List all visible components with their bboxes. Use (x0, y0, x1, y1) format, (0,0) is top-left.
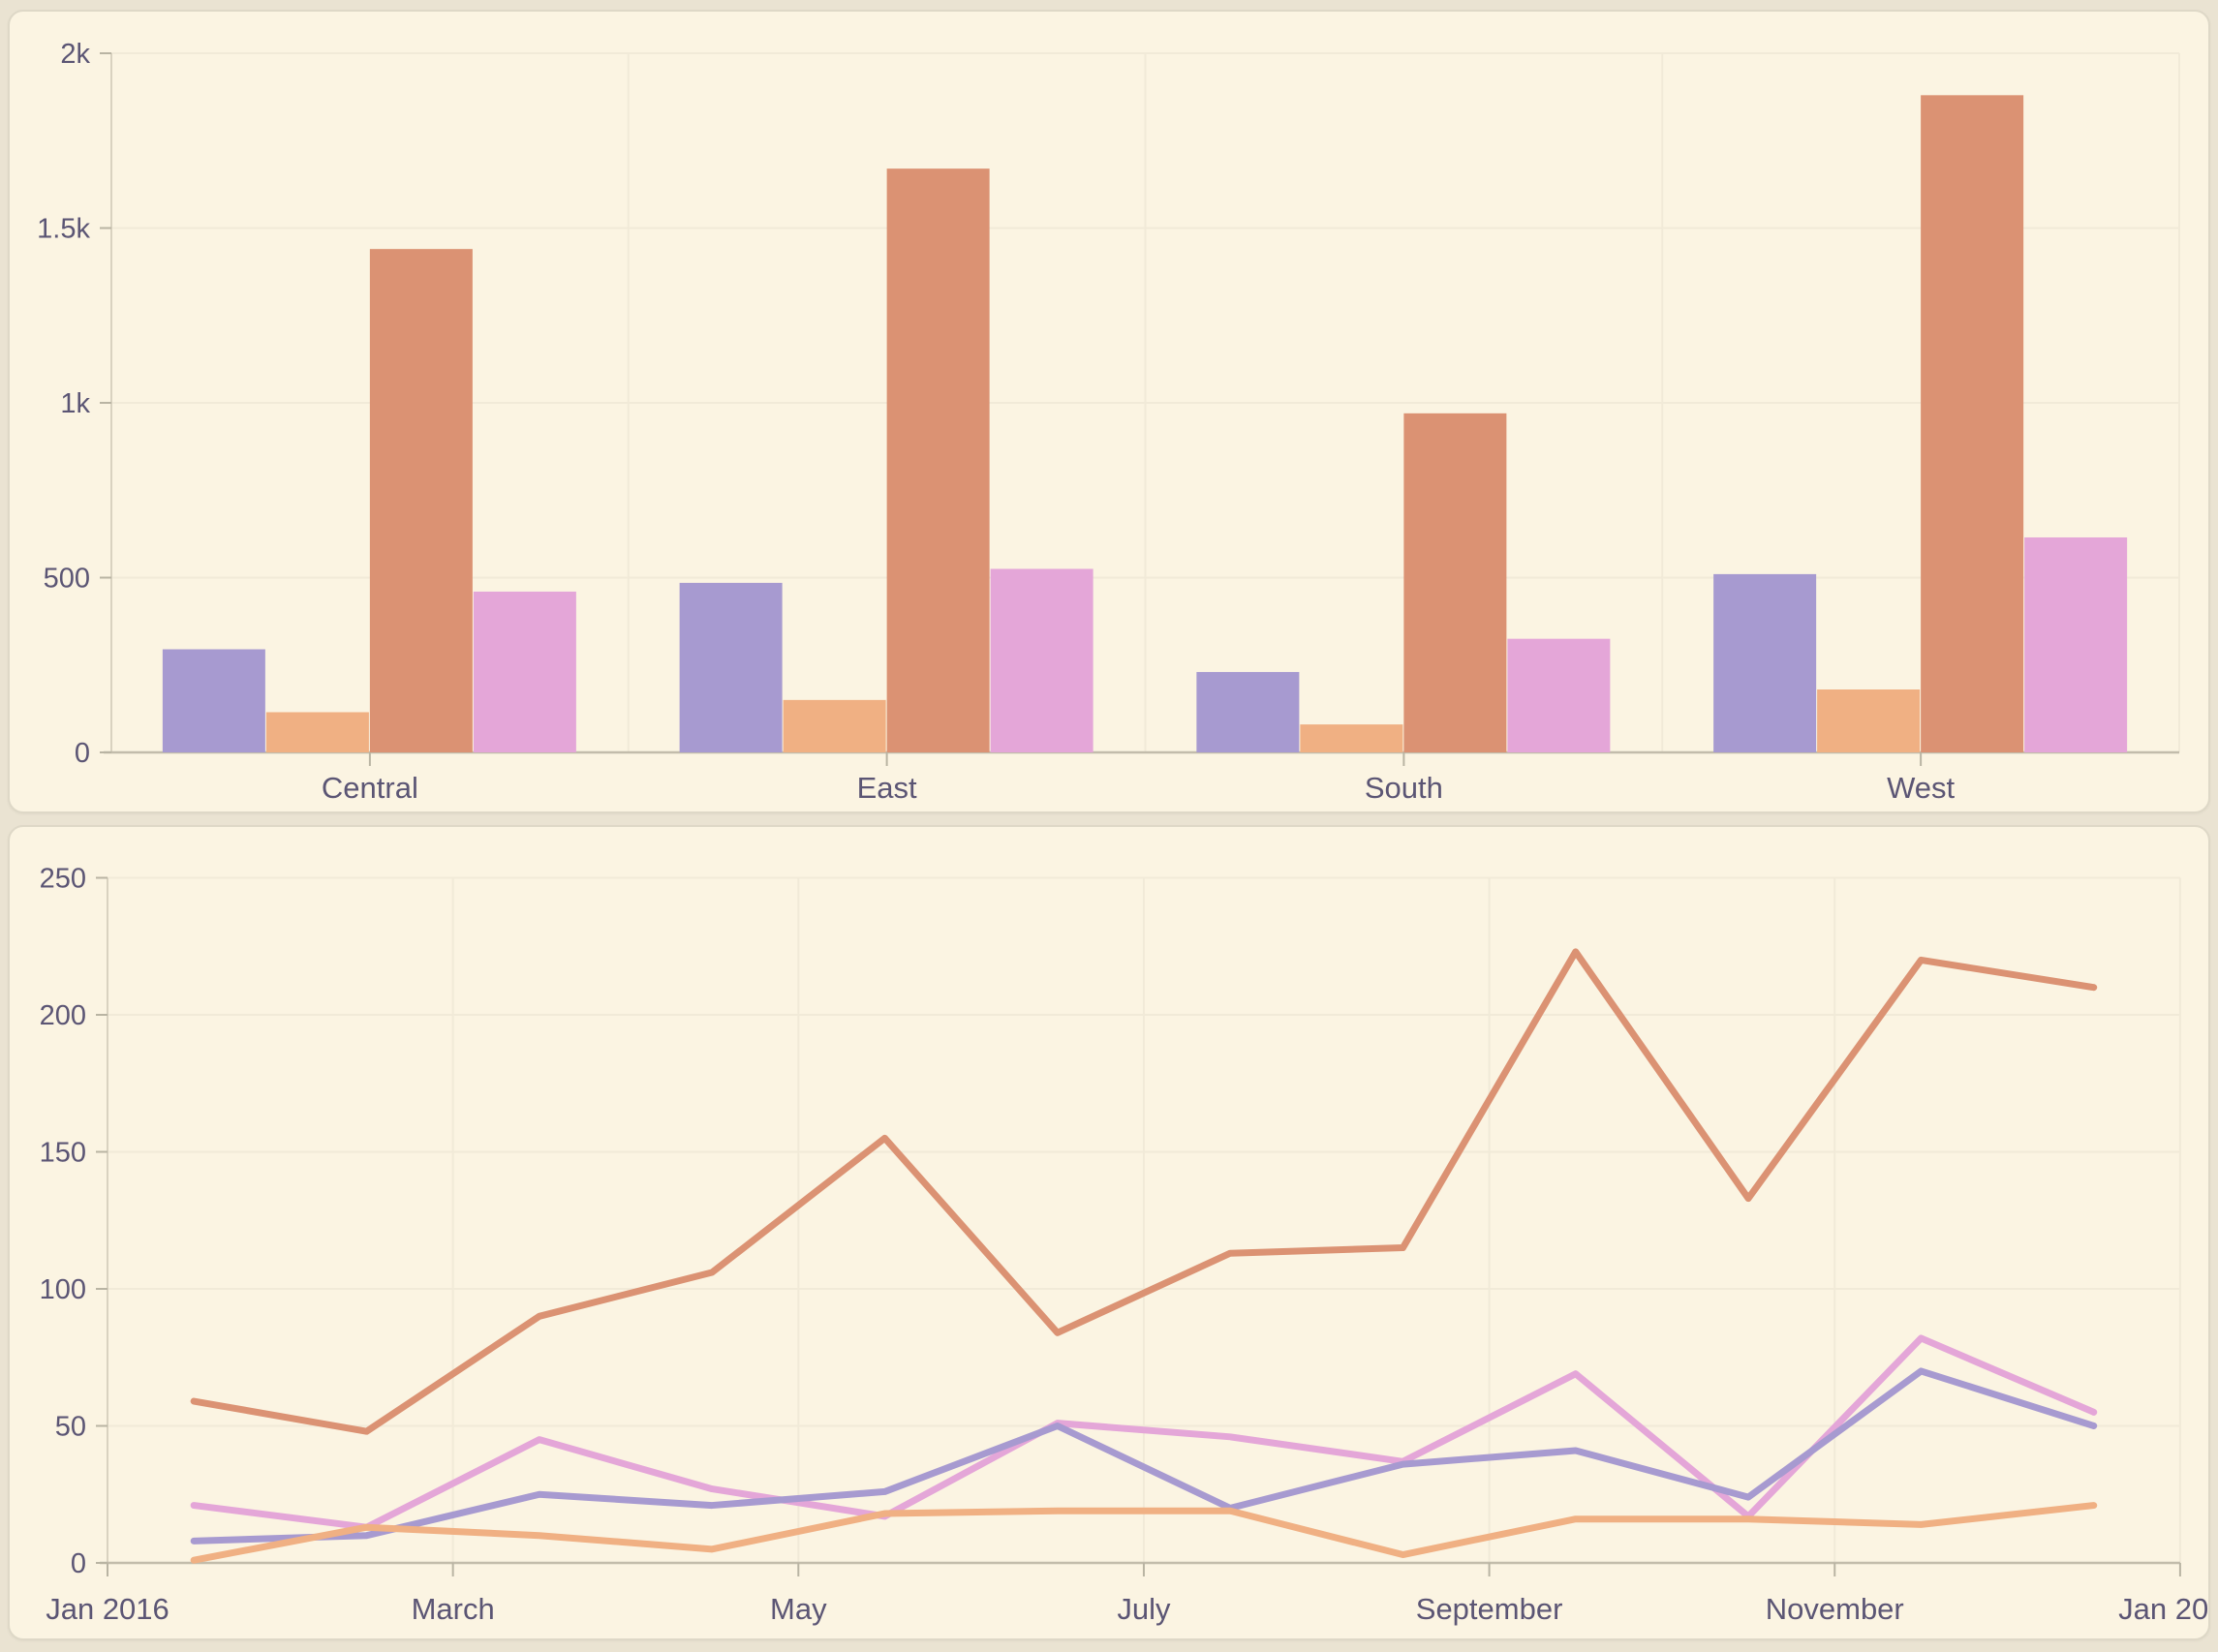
y-axis-tick-label: 250 (40, 864, 86, 895)
x-axis-tick-label: May (770, 1592, 827, 1626)
bar-pink-south[interactable] (1507, 638, 1611, 752)
x-axis-tick-label: Jan 2016 (46, 1592, 169, 1626)
bar-salmon-central[interactable] (369, 249, 473, 752)
bar-salmon-south[interactable] (1403, 413, 1507, 752)
y-axis-tick-label: 2k (60, 39, 90, 70)
line-chart[interactable]: 0 50 100 150 200 250 Jan 2016 March May July Septe… (10, 827, 2208, 1638)
x-axis-tick-label: September (1416, 1592, 1563, 1626)
y-axis-tick-label: 150 (40, 1138, 86, 1169)
bar-purple-central[interactable] (162, 649, 265, 752)
bar-purple-south[interactable] (1196, 671, 1300, 752)
x-axis-tick-label: July (1117, 1592, 1171, 1626)
y-axis-tick-label: 0 (71, 1548, 86, 1579)
x-axis-category-label: East (857, 771, 917, 805)
bar-orange-central[interactable] (265, 712, 369, 752)
line-series-purple[interactable] (190, 1367, 2098, 1545)
bar-salmon-west[interactable] (1921, 95, 2024, 752)
line-chart-card: 0 50 100 150 200 250 Jan 2016 March May July Septe… (8, 825, 2210, 1640)
bar-salmon-east[interactable] (886, 168, 990, 752)
bar-chart[interactable]: 0 500 1k 1.5k 2k Central East South West (10, 12, 2208, 811)
line-series-orange[interactable] (190, 1502, 2098, 1564)
bar-pink-west[interactable] (2024, 536, 2128, 752)
x-axis-tick-label: Jan 2017 (2118, 1592, 2208, 1626)
line-series-pink[interactable] (190, 1334, 2098, 1531)
bar-chart-card: 0 500 1k 1.5k 2k Central East South West (8, 10, 2210, 813)
bar-purple-west[interactable] (1713, 573, 1817, 752)
y-axis-tick-label: 1.5k (37, 214, 90, 245)
bar-orange-east[interactable] (783, 699, 886, 752)
y-axis-tick-label: 1k (60, 388, 90, 419)
y-axis-tick-label: 200 (40, 1000, 86, 1031)
x-axis-category-label: Central (322, 771, 418, 805)
bar-pink-east[interactable] (990, 568, 1094, 752)
x-axis-category-label: West (1887, 771, 1955, 805)
bar-purple-east[interactable] (679, 582, 783, 752)
line-series-salmon[interactable] (190, 948, 2098, 1435)
bar-orange-west[interactable] (1817, 689, 1921, 752)
x-axis-category-label: South (1365, 771, 1443, 805)
y-axis-tick-label: 0 (75, 738, 90, 769)
y-axis-tick-label: 100 (40, 1274, 86, 1305)
x-axis-tick-label: March (412, 1592, 495, 1626)
y-axis-tick-label: 50 (55, 1412, 86, 1443)
bar-pink-central[interactable] (473, 591, 576, 752)
bar-orange-south[interactable] (1300, 724, 1403, 752)
x-axis-tick-label: November (1766, 1592, 1904, 1626)
y-axis-tick-label: 500 (44, 564, 90, 595)
